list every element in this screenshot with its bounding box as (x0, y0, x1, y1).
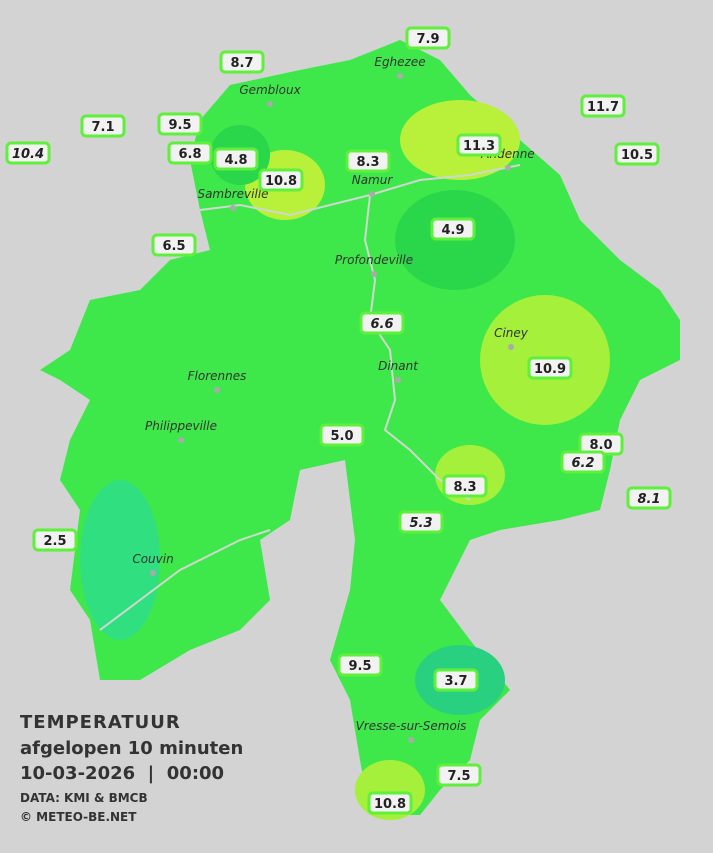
station-value: 8.3 (356, 155, 379, 170)
city-label: Ciney (494, 326, 529, 340)
station-box (359, 311, 405, 335)
station-value: 10.4 (12, 147, 44, 162)
legend-source: DATA: KMI & BMCB (20, 791, 148, 805)
station-box (367, 791, 413, 815)
station-value: 7.9 (416, 32, 439, 47)
station-box (319, 423, 365, 447)
city-dot (267, 101, 273, 107)
station-value: 5.0 (330, 429, 353, 444)
station-value: 8.0 (589, 438, 612, 453)
city-label: Sambreville (197, 187, 268, 201)
city-dot (369, 191, 375, 197)
station-box (580, 94, 626, 118)
city-dot (150, 570, 156, 576)
station-value: 2.5 (43, 534, 66, 549)
station-value: 6.5 (162, 239, 185, 254)
legend-title: TEMPERATUUR (20, 712, 181, 733)
station-value: 11.3 (463, 139, 495, 154)
station-box (456, 133, 502, 157)
station-box (157, 112, 203, 136)
station-box (560, 450, 606, 474)
city-dot (230, 205, 236, 211)
station-value: 7.1 (91, 120, 114, 135)
station-value: 10.8 (374, 797, 406, 812)
city-label: Florennes (188, 369, 247, 383)
station-box (527, 356, 573, 380)
legend-period: afgelopen 10 minuten (20, 738, 244, 759)
river (99, 164, 521, 631)
station-value: 4.8 (224, 153, 247, 168)
station-box (32, 528, 78, 552)
city-dot (397, 73, 403, 79)
station-value: 10.8 (265, 174, 297, 189)
station-box (433, 668, 479, 692)
station-box (430, 217, 476, 241)
station-box (213, 147, 259, 171)
city-dot (395, 377, 401, 383)
station-value: 6.2 (571, 456, 594, 471)
station-value: 11.7 (587, 100, 619, 115)
station-value: 4.9 (441, 223, 464, 238)
station-box (405, 26, 451, 50)
city-label: Dinant (378, 359, 419, 373)
city-label: Vresse-sur-Semois (356, 719, 467, 733)
station-value: 6.6 (370, 317, 393, 332)
city-dot (214, 387, 220, 393)
station-value: 10.5 (621, 148, 653, 163)
station-value: 9.5 (348, 659, 371, 674)
station-value: 8.3 (453, 480, 476, 495)
station-box (345, 149, 391, 173)
station-box (442, 474, 488, 498)
station-box (258, 168, 304, 192)
station-box (337, 653, 383, 677)
station-value: 8.7 (230, 56, 253, 71)
city-label: Philippeville (145, 419, 217, 433)
station-box (151, 233, 197, 257)
station-value: 3.7 (444, 674, 467, 689)
station-value: 6.8 (178, 147, 201, 162)
legend-copyright: © METEO-BE.NET (20, 810, 137, 824)
station-value: 10.9 (534, 362, 566, 377)
station-box (167, 141, 213, 165)
station-box (436, 763, 482, 787)
city-dot (505, 165, 511, 171)
legend-datetime: 10-03-2026 | 00:00 (20, 763, 225, 784)
station-value: 8.1 (637, 492, 660, 507)
station-box (80, 114, 126, 138)
city-label: Gembloux (239, 83, 301, 97)
station-value: 9.5 (168, 118, 191, 133)
station-box (219, 50, 265, 74)
station-box (626, 486, 672, 510)
station-box (5, 141, 51, 165)
station-box (398, 510, 444, 534)
city-dot (371, 271, 377, 277)
city-label: Eghezee (374, 55, 425, 69)
city-label: Namur (352, 173, 394, 187)
station-value: 5.3 (409, 516, 432, 531)
city-label: Profondeville (335, 253, 413, 267)
city-dot (508, 344, 514, 350)
city-dot (178, 437, 184, 443)
city-label: Couvin (132, 552, 173, 566)
city-dot (408, 737, 414, 743)
station-box (614, 142, 660, 166)
station-value: 7.5 (447, 769, 470, 784)
